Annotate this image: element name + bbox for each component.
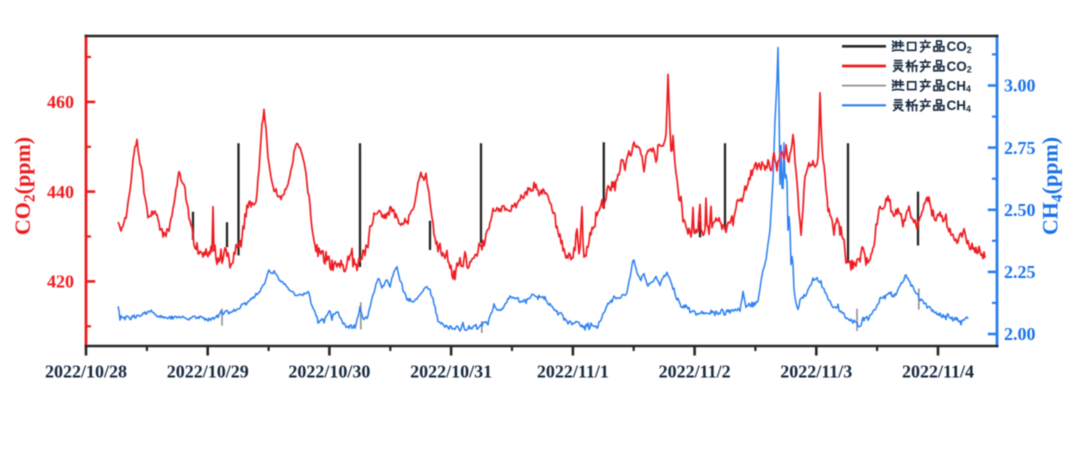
svg-text:CO2: CO2 (947, 39, 972, 55)
svg-text:2022/11/3: 2022/11/3 (780, 362, 852, 382)
svg-text:440: 440 (47, 182, 74, 202)
svg-text:3.00: 3.00 (1004, 76, 1036, 96)
svg-text:2.75: 2.75 (1004, 138, 1036, 158)
svg-text:CO2(ppm): CO2(ppm) (10, 137, 39, 235)
svg-text:2.00: 2.00 (1004, 324, 1036, 344)
svg-text:CO2: CO2 (947, 59, 972, 75)
svg-text:420: 420 (47, 272, 74, 292)
svg-text:2022/10/31: 2022/10/31 (410, 362, 492, 382)
svg-text:CH4: CH4 (947, 78, 972, 94)
svg-text:CH4(ppm): CH4(ppm) (1038, 137, 1067, 235)
svg-text:2022/11/2: 2022/11/2 (659, 362, 731, 382)
svg-text:2022/10/28: 2022/10/28 (45, 362, 127, 382)
svg-text:2022/10/29: 2022/10/29 (167, 362, 249, 382)
svg-text:2.50: 2.50 (1004, 200, 1036, 220)
svg-text:CH4: CH4 (947, 98, 972, 114)
svg-text:2022/11/4: 2022/11/4 (902, 362, 974, 382)
svg-text:2022/11/1: 2022/11/1 (537, 362, 609, 382)
svg-text:2.25: 2.25 (1004, 262, 1036, 282)
svg-text:460: 460 (47, 92, 74, 112)
svg-text:2022/10/30: 2022/10/30 (288, 362, 370, 382)
